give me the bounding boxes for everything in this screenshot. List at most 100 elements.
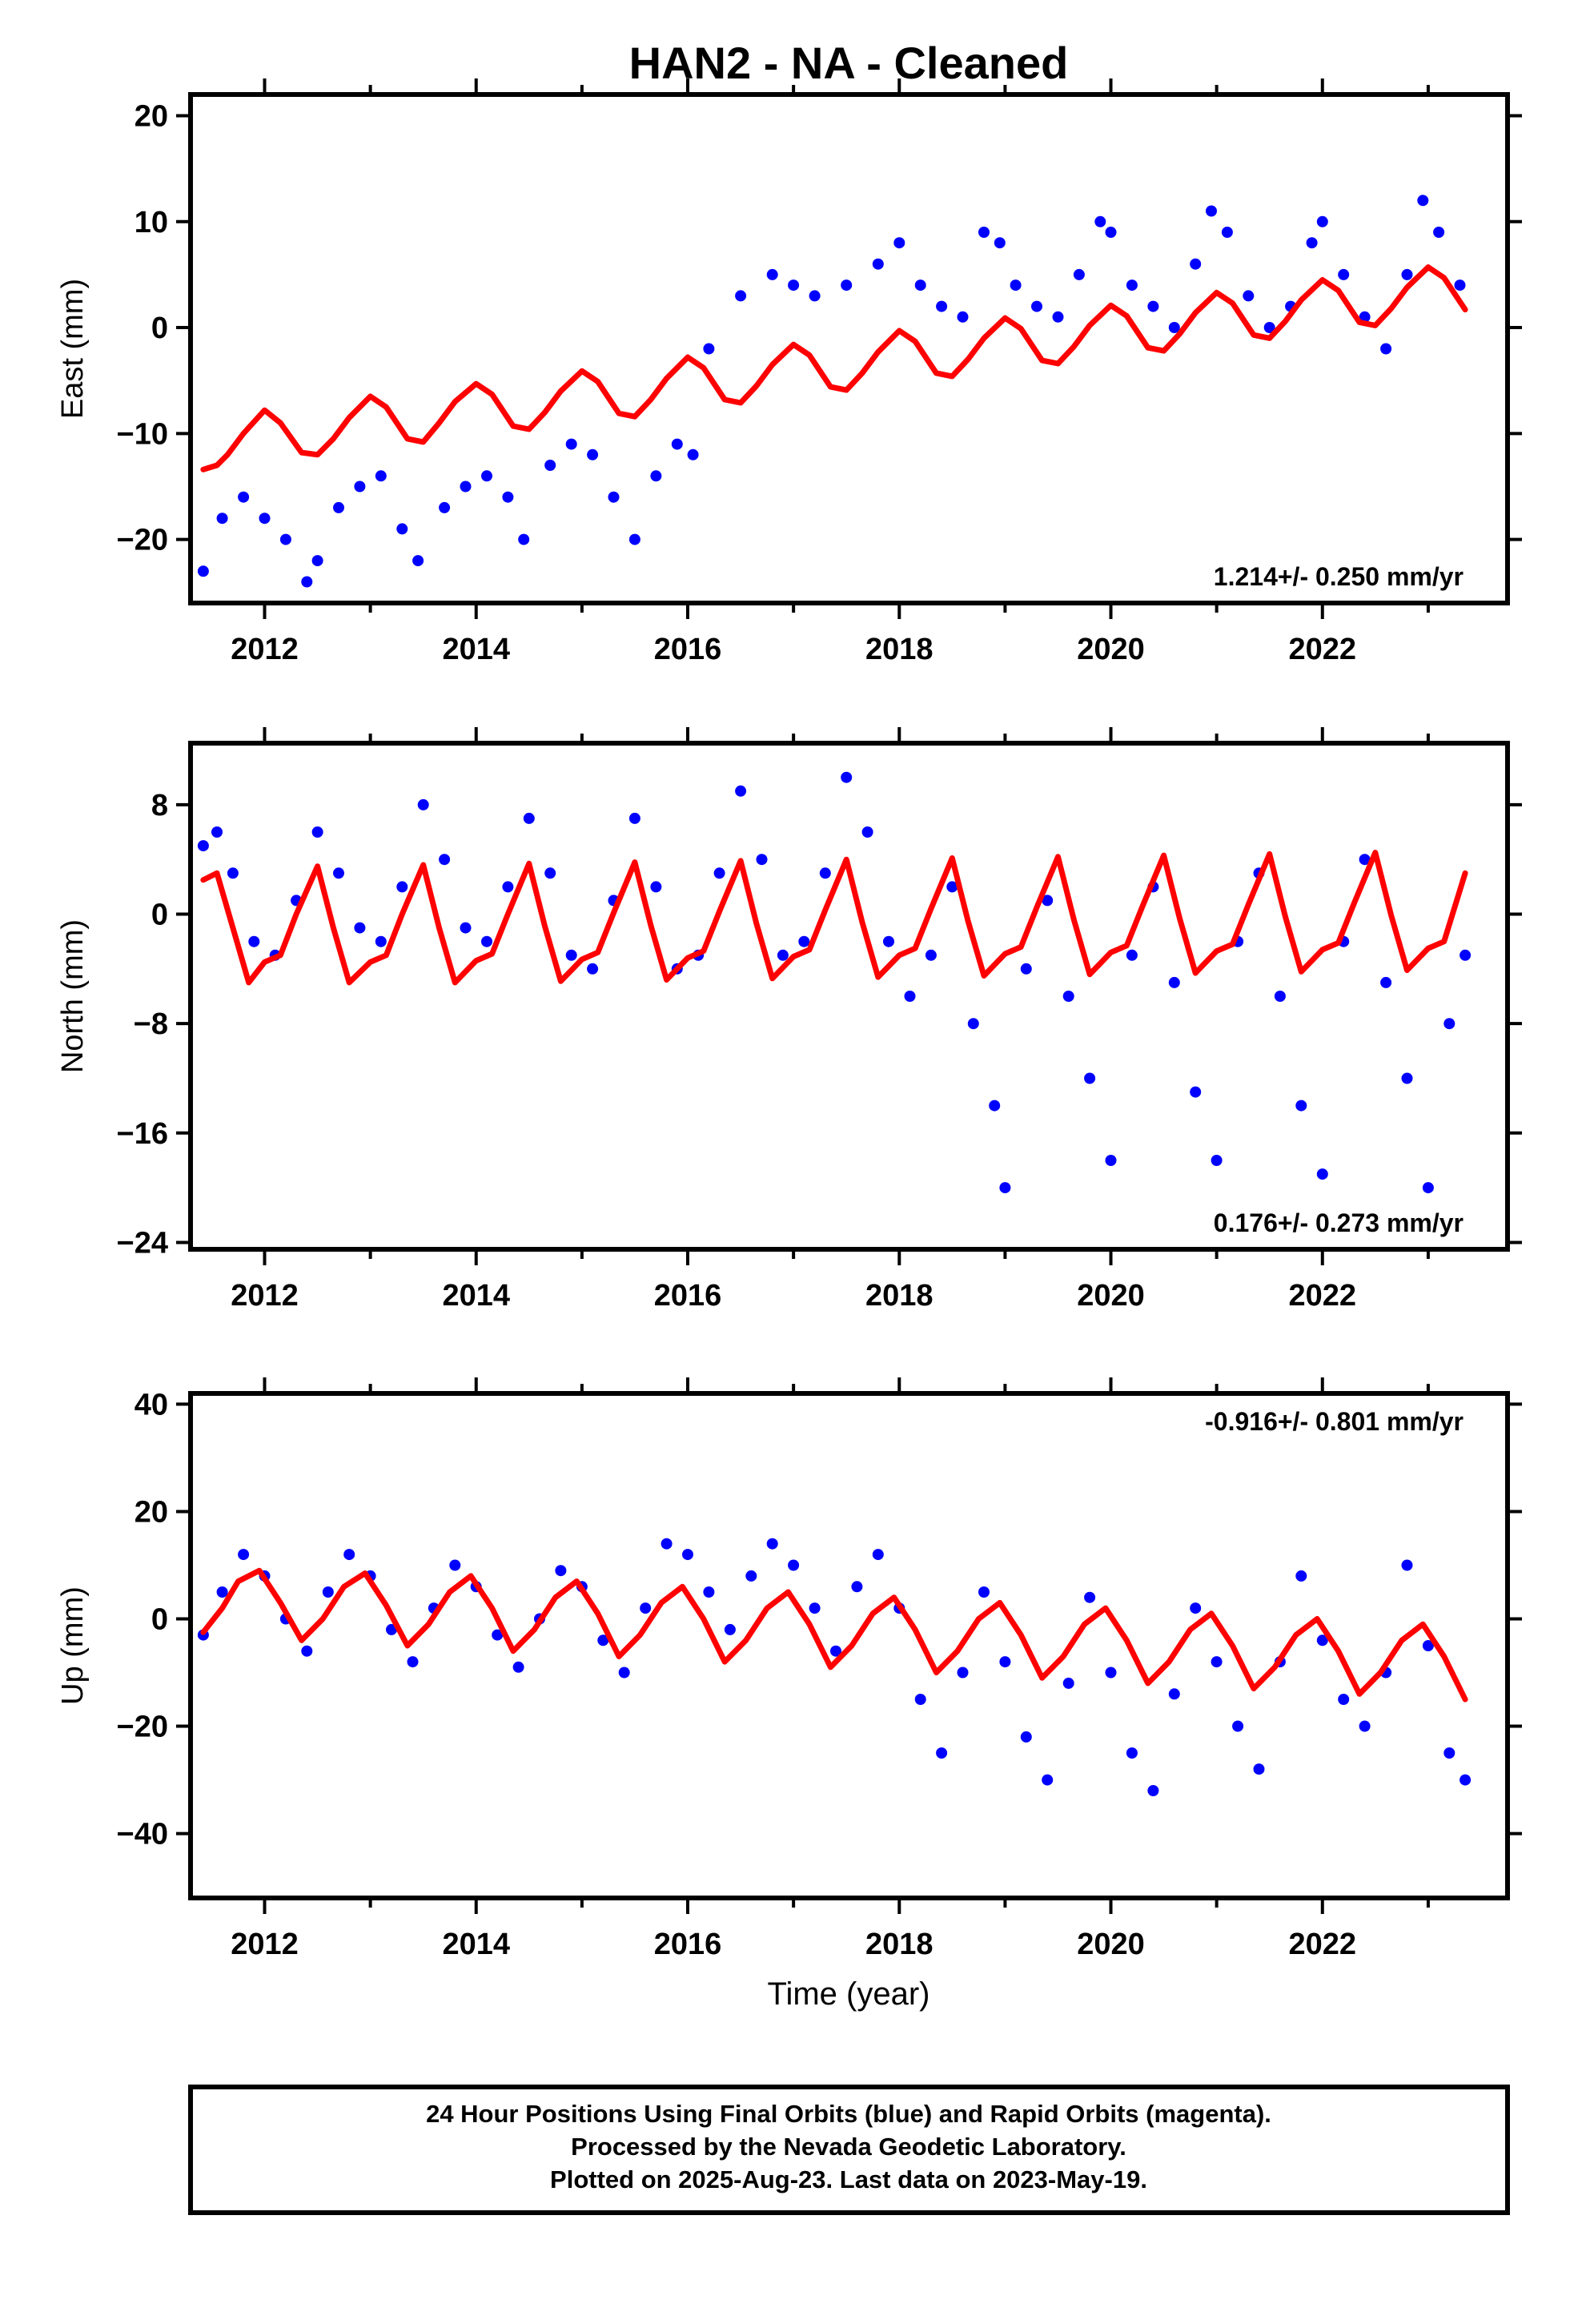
data-point [1359, 854, 1371, 866]
data-point [565, 438, 577, 450]
data-point [1422, 1640, 1434, 1651]
plot-frame [188, 741, 1510, 1252]
y-tick-label: −16 [117, 1117, 168, 1151]
data-point [1295, 1570, 1307, 1582]
data-point [735, 785, 747, 797]
data-point [587, 963, 599, 975]
data-point [1422, 1182, 1434, 1194]
data-point [1206, 205, 1217, 217]
data-point [999, 1182, 1011, 1194]
data-point [994, 237, 1006, 249]
data-point [914, 1694, 926, 1705]
data-point [1105, 227, 1117, 238]
y-tick-label: −20 [117, 524, 168, 557]
data-point [1454, 279, 1466, 292]
data-point [936, 1747, 948, 1759]
model-line [200, 850, 1468, 986]
data-point [798, 935, 810, 947]
data-point [872, 1549, 884, 1561]
data-point [1338, 268, 1350, 280]
x-tick-label: 2018 [865, 1928, 934, 1961]
data-point [661, 1538, 673, 1550]
data-point [544, 867, 556, 879]
data-point [809, 290, 821, 302]
data-point [957, 1667, 969, 1679]
plot-frame [188, 1391, 1510, 1900]
data-point [1042, 895, 1054, 907]
data-point [861, 826, 873, 838]
data-point [1338, 1694, 1350, 1705]
y-tick-label: −24 [117, 1226, 168, 1260]
x-tick-label: 2020 [1077, 1279, 1145, 1313]
data-point [671, 438, 683, 450]
data-point [587, 448, 599, 460]
data-point [914, 279, 926, 292]
data-point [1073, 268, 1085, 280]
data-point [386, 1623, 397, 1635]
y-axis-label: East (mm) [56, 279, 90, 419]
rate-annotation: 1.214+/- 0.250 mm/yr [1214, 562, 1464, 591]
data-point [523, 812, 535, 824]
data-point [396, 523, 408, 535]
data-point [354, 922, 366, 934]
data-point [1443, 1018, 1456, 1030]
data-point [724, 1623, 736, 1635]
data-point [259, 513, 271, 525]
data-point [1253, 1763, 1265, 1775]
data-point [650, 470, 662, 482]
data-point [1084, 1072, 1096, 1084]
y-tick-label: 20 [135, 99, 168, 133]
y-tick-label: 0 [151, 1602, 168, 1636]
data-point [279, 533, 291, 545]
data-point [703, 343, 715, 355]
data-point [301, 1645, 313, 1657]
data-point [1126, 279, 1138, 292]
x-tick-label: 2018 [865, 633, 934, 666]
data-point [1274, 991, 1286, 1002]
data-point [216, 1586, 228, 1598]
data-point [756, 854, 768, 866]
data-point [1359, 311, 1371, 323]
data-point [1232, 1720, 1244, 1732]
data-point [333, 867, 344, 879]
data-point [766, 268, 778, 280]
footer-line-1: 24 Hour Positions Using Final Orbits (bl… [426, 2100, 1271, 2128]
data-point [1168, 322, 1180, 333]
data-point [809, 1602, 821, 1614]
x-tick-label: 2016 [654, 1928, 722, 1961]
data-point [460, 922, 472, 934]
data-point [766, 1538, 778, 1550]
y-tick-label: 8 [151, 789, 168, 822]
data-point [597, 1634, 609, 1647]
data-point [375, 470, 387, 482]
data-point [1316, 1634, 1328, 1647]
y-tick-label: 20 [135, 1495, 168, 1529]
data-point [1401, 1072, 1413, 1084]
data-point [1380, 976, 1392, 988]
plot-area [197, 1538, 1472, 1796]
y-tick-label: −40 [117, 1818, 168, 1852]
data-point [238, 491, 250, 503]
data-point [713, 867, 725, 879]
x-tick-label: 2014 [442, 633, 510, 666]
data-point [618, 1667, 630, 1679]
data-point [1211, 1656, 1223, 1668]
footer-line-2: Processed by the Nevada Geodetic Laborat… [571, 2133, 1126, 2161]
data-point [1147, 300, 1159, 312]
data-point [439, 854, 451, 866]
data-point [396, 881, 408, 893]
data-point [1359, 1720, 1371, 1732]
data-point [439, 501, 451, 513]
data-point [851, 1581, 863, 1593]
data-point [565, 949, 577, 961]
footer-line-3: Plotted on 2025-Aug-23. Last data on 202… [550, 2165, 1147, 2193]
data-point [502, 491, 514, 503]
y-axis-label: Up (mm) [56, 1586, 90, 1705]
x-tick-label: 2020 [1077, 1928, 1145, 1961]
data-point [248, 935, 260, 947]
data-point [1243, 290, 1255, 302]
data-point [1306, 237, 1318, 249]
x-tick-label: 2012 [231, 1928, 299, 1961]
data-point [1190, 1086, 1202, 1098]
plot-area [197, 195, 1468, 588]
